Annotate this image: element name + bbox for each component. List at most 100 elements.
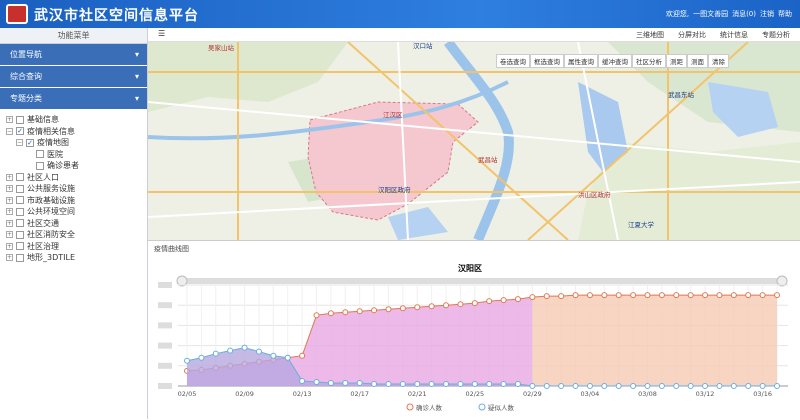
- data-point: [299, 352, 306, 359]
- data-point: [543, 293, 550, 300]
- map-tool[interactable]: 卷选查询: [496, 54, 530, 68]
- data-point: [471, 300, 478, 307]
- map-tool[interactable]: 清除: [708, 54, 729, 68]
- data-point: [558, 293, 565, 300]
- data-point: [414, 304, 421, 311]
- map-tool[interactable]: 属性查询: [564, 54, 598, 68]
- data-point: [414, 380, 421, 387]
- menu-item[interactable]: 位置导航: [0, 44, 147, 66]
- map-tool[interactable]: 测面: [687, 54, 708, 68]
- chart-panel: 疫情曲线图 汉阳区 02/05 02/09 02/13 02/17 02/21 02/25…: [148, 240, 800, 419]
- checkbox[interactable]: [36, 161, 44, 170]
- data-point: [759, 292, 766, 299]
- chart-title: 汉阳区: [458, 263, 482, 273]
- tree-label: 社区治理: [27, 241, 59, 251]
- checkbox[interactable]: [16, 242, 24, 251]
- tree-node[interactable]: + 社区人口: [0, 172, 147, 184]
- blurred-tick-label: [158, 322, 172, 329]
- tree-node[interactable]: +医院: [0, 149, 147, 161]
- x-tick-label: 02/05: [178, 390, 197, 398]
- data-point: [313, 312, 320, 319]
- data-point: [284, 354, 291, 361]
- data-point: [774, 292, 780, 299]
- toolbar-button[interactable]: 三维地图: [636, 31, 664, 39]
- data-point: [673, 383, 680, 389]
- checkbox[interactable]: [36, 150, 44, 159]
- legend-swatch: [478, 403, 486, 411]
- data-point: [673, 292, 680, 299]
- toggle: +: [6, 173, 13, 181]
- data-point: [644, 383, 651, 389]
- data-point: [572, 383, 579, 389]
- tree-node[interactable]: + 社区消防安全: [0, 229, 147, 241]
- tree-node[interactable]: + 市政基础设施: [0, 195, 147, 207]
- data-point: [198, 354, 205, 361]
- data-point: [702, 292, 709, 299]
- data-point: [385, 306, 392, 313]
- data-point: [227, 347, 234, 354]
- data-point: [342, 309, 349, 316]
- data-point: [212, 350, 219, 357]
- data-point: [500, 297, 507, 304]
- menu-item[interactable]: 专题分类: [0, 88, 147, 110]
- user-link[interactable]: 帮助: [778, 10, 792, 18]
- toolbar-button[interactable]: 分屏对比: [678, 31, 706, 39]
- tree-node[interactable]: + 基础信息: [0, 114, 147, 126]
- legend-label: 确诊人数: [416, 403, 443, 412]
- data-point: [529, 294, 536, 301]
- data-point: [774, 383, 780, 389]
- data-point: [745, 383, 752, 389]
- blurred-tick-label: [158, 342, 172, 349]
- tree-node[interactable]: + 社区治理: [0, 241, 147, 253]
- map-tool[interactable]: 框选查询: [530, 54, 564, 68]
- checkbox[interactable]: ✓: [26, 138, 34, 147]
- tree-label: 疫情地图: [37, 138, 69, 147]
- map-tool[interactable]: 社区分析: [632, 54, 666, 68]
- data-point: [586, 292, 593, 299]
- checkbox[interactable]: [16, 115, 24, 124]
- tree-node[interactable]: + 公共环境空间: [0, 206, 147, 218]
- toggle: +: [6, 196, 13, 204]
- checkbox[interactable]: [16, 207, 24, 216]
- checkbox[interactable]: ✓: [16, 127, 24, 136]
- map-label: 武昌站: [478, 155, 498, 164]
- checkbox[interactable]: [16, 253, 24, 262]
- checkbox[interactable]: [16, 230, 24, 239]
- tree-label: 基础信息: [27, 115, 59, 124]
- tree-node[interactable]: − ✓ 疫情地图: [0, 137, 147, 149]
- data-point: [399, 380, 406, 387]
- data-point: [514, 296, 521, 303]
- tree-node[interactable]: + 社区交通: [0, 218, 147, 230]
- menu-item[interactable]: 综合查询: [0, 66, 147, 88]
- tree-label: 公共环境空间: [27, 207, 75, 216]
- user-link[interactable]: 消息(0): [732, 10, 756, 18]
- checkbox[interactable]: [16, 219, 24, 228]
- data-point: [615, 383, 622, 389]
- tree-node[interactable]: − ✓ 疫情相关信息: [0, 126, 147, 138]
- tree-node[interactable]: +确诊患者: [0, 160, 147, 172]
- toggle: +: [6, 219, 13, 227]
- blurred-tick-label: [158, 302, 172, 309]
- toolbar-button[interactable]: 专题分析: [762, 31, 790, 39]
- tree-node[interactable]: + 公共服务设施: [0, 183, 147, 195]
- x-tick-label: 02/09: [235, 390, 254, 398]
- tree-node[interactable]: + 地形_3DTILE: [0, 252, 147, 264]
- series-area: [532, 295, 777, 386]
- slider-handle: [176, 275, 188, 287]
- data-point: [443, 380, 450, 387]
- toggle: +: [6, 208, 13, 216]
- toolbar-button[interactable]: 统计信息: [720, 31, 748, 39]
- map-tool[interactable]: 测距: [666, 54, 687, 68]
- checkbox[interactable]: [16, 173, 24, 182]
- user-link: 欢迎您,: [665, 10, 690, 18]
- map-label: 江夏大学: [628, 220, 655, 229]
- tree-label: 地形_3DTILE: [27, 253, 76, 262]
- user-link[interactable]: 注销: [760, 10, 774, 18]
- blurred-tick-label: [158, 362, 172, 369]
- checkbox[interactable]: [16, 184, 24, 193]
- checkbox[interactable]: [16, 196, 24, 205]
- data-point: [730, 292, 737, 299]
- map-tool[interactable]: 缓冲查询: [598, 54, 632, 68]
- data-point: [327, 379, 334, 386]
